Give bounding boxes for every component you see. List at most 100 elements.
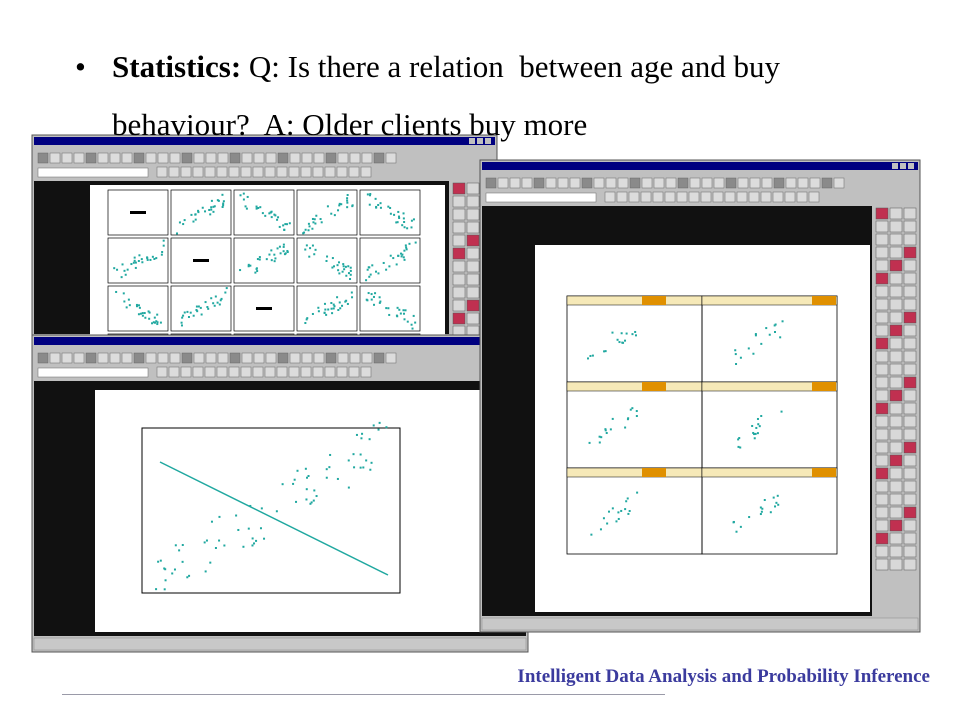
point <box>218 539 221 542</box>
point <box>329 453 332 456</box>
point <box>403 249 406 252</box>
tool-button <box>700 191 712 203</box>
point <box>195 305 198 308</box>
tool-button <box>181 152 193 164</box>
tool-button <box>337 352 349 364</box>
point <box>308 225 311 228</box>
point <box>247 265 250 268</box>
palette-button <box>889 207 903 220</box>
point <box>774 505 777 508</box>
tool-button <box>205 152 217 164</box>
palette-button <box>889 532 903 545</box>
point <box>325 259 328 262</box>
tool-button <box>325 352 337 364</box>
point <box>325 468 328 471</box>
point <box>255 539 258 542</box>
point <box>611 331 614 334</box>
point <box>350 291 353 294</box>
point <box>314 248 317 251</box>
point <box>311 312 314 315</box>
point <box>351 296 354 299</box>
palette-button <box>889 519 903 532</box>
point <box>247 527 250 530</box>
palette-button <box>875 363 889 376</box>
tool-button <box>145 352 157 364</box>
point <box>308 255 311 258</box>
palette-button <box>889 272 903 285</box>
window <box>479 159 921 633</box>
palette-button <box>889 402 903 415</box>
point <box>123 269 126 272</box>
tool-button <box>156 166 168 178</box>
palette-button <box>466 221 480 234</box>
point <box>598 435 601 438</box>
point <box>398 308 401 311</box>
point <box>286 251 289 254</box>
palette-button <box>903 311 917 324</box>
point <box>303 231 306 234</box>
point <box>599 528 602 531</box>
regression-line <box>159 461 389 576</box>
point <box>389 254 392 257</box>
point <box>146 257 149 260</box>
point <box>760 510 763 513</box>
point <box>333 265 336 268</box>
palette-button <box>889 480 903 493</box>
point <box>225 287 228 290</box>
point <box>624 508 627 511</box>
palette-button <box>875 220 889 233</box>
point <box>625 500 628 503</box>
tool-button <box>724 191 736 203</box>
point <box>406 320 409 323</box>
point <box>352 453 355 456</box>
point <box>146 258 149 261</box>
point <box>323 311 326 314</box>
point <box>292 482 295 485</box>
point <box>772 496 775 499</box>
point <box>739 525 742 528</box>
point <box>192 220 195 223</box>
tool-button <box>833 177 845 189</box>
point <box>186 310 189 313</box>
point <box>219 299 222 302</box>
palette-button <box>889 220 903 233</box>
point <box>618 341 621 344</box>
tool-button <box>228 366 240 378</box>
tool-button <box>37 152 49 164</box>
matrix-cell <box>170 189 232 236</box>
bullet-label: Statistics: <box>112 49 242 84</box>
point <box>155 320 158 323</box>
point <box>631 333 634 336</box>
point <box>631 407 634 410</box>
tool-button <box>157 152 169 164</box>
point <box>349 266 352 269</box>
palette-button <box>903 454 917 467</box>
point <box>244 205 247 208</box>
point <box>349 269 352 272</box>
point <box>258 256 261 259</box>
point <box>282 243 285 246</box>
window-button <box>908 163 914 169</box>
point <box>602 517 605 520</box>
palette-button <box>903 272 917 285</box>
point <box>326 255 329 258</box>
point <box>399 312 402 315</box>
point <box>134 261 137 264</box>
tool-button <box>533 177 545 189</box>
point <box>620 332 623 335</box>
point <box>370 293 373 296</box>
tool-button <box>49 152 61 164</box>
point <box>153 257 156 260</box>
tool-button <box>276 366 288 378</box>
point <box>344 265 347 268</box>
point <box>337 269 340 272</box>
point <box>194 218 197 221</box>
point <box>362 466 365 469</box>
point <box>366 268 369 271</box>
point <box>305 318 308 321</box>
tool-button <box>336 166 348 178</box>
palette-button <box>903 337 917 350</box>
point <box>755 426 758 429</box>
strip <box>566 467 703 478</box>
strip-marker <box>642 382 666 391</box>
